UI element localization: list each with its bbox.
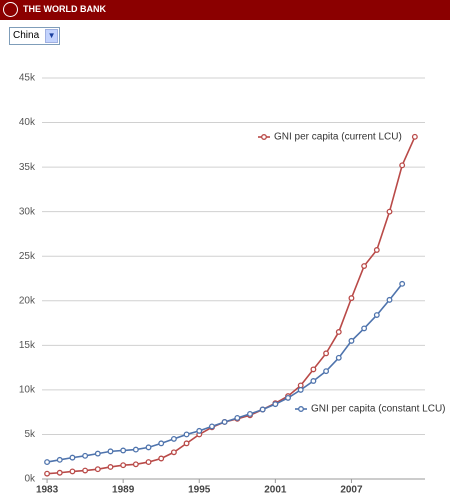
data-point [373,247,380,253]
data-point [44,459,51,466]
data-point [170,449,177,456]
y-tick-label: 40k [19,117,36,128]
data-point [323,368,330,375]
data-point [386,296,393,303]
data-point [44,470,51,477]
x-tick-label: 1995 [188,485,211,496]
x-tick-label: 2007 [340,485,363,496]
data-point [94,466,101,473]
legend-marker [298,406,304,412]
data-point [183,431,190,438]
data-point [183,440,190,447]
logo [3,2,18,17]
data-point [361,325,368,332]
data-point [335,354,342,361]
data-point [82,452,89,459]
data-point [335,329,342,335]
data-point [310,378,317,384]
data-point [145,444,152,451]
header-bar: THE WORLD BANK [0,0,450,20]
data-point [120,447,127,454]
data-point [361,263,368,269]
header-title: THE WORLD BANK [23,4,106,14]
data-point [399,280,406,287]
legend-label: GNI per capita (current LCU) [274,132,402,143]
data-point [373,312,380,318]
data-point [69,454,76,461]
series-line [47,136,416,475]
y-tick-label: 0k [24,474,36,485]
data-point [120,462,127,469]
legend-marker [261,134,267,140]
data-point [56,456,63,463]
series-line [46,283,403,463]
data-point [196,427,203,434]
data-point [56,469,63,476]
select-value: China [13,30,40,41]
data-point [132,446,139,453]
data-point [107,464,114,470]
country-select[interactable]: China ▼ [9,27,61,45]
data-point [323,350,330,357]
data-point [69,468,76,475]
select-arrow[interactable]: ▼ [45,29,59,43]
y-tick-label: 10k [19,385,36,396]
data-point [94,450,101,457]
data-point [285,394,291,401]
data-point [145,459,152,466]
data-point [221,419,228,425]
data-point [259,406,266,413]
y-tick-label: 30k [19,206,36,217]
data-point [297,386,304,393]
y-tick-label: 20k [19,295,36,306]
data-point [386,208,393,215]
data-point [234,415,241,421]
x-tick-label: 1983 [36,485,59,496]
data-point [208,423,215,430]
data-point [348,337,355,344]
y-tick-label: 45k [19,73,36,84]
legend-label: GNI per capita (constant LCU) [311,404,446,415]
data-point [158,440,165,447]
data-point [411,133,418,140]
data-point [82,467,89,474]
data-point [170,435,177,442]
data-point [348,295,355,302]
y-tick-label: 5k [24,429,36,440]
y-tick-label: 15k [19,340,36,351]
data-point [132,461,139,468]
y-tick-label: 35k [19,162,36,173]
data-point [399,162,406,169]
data-point [310,366,317,373]
x-tick-label: 1989 [112,485,135,496]
x-tick-label: 2001 [264,485,287,496]
y-tick-label: 25k [19,251,36,262]
data-point [107,448,114,455]
data-point [158,455,165,462]
data-point [272,401,279,408]
data-point [247,410,253,417]
